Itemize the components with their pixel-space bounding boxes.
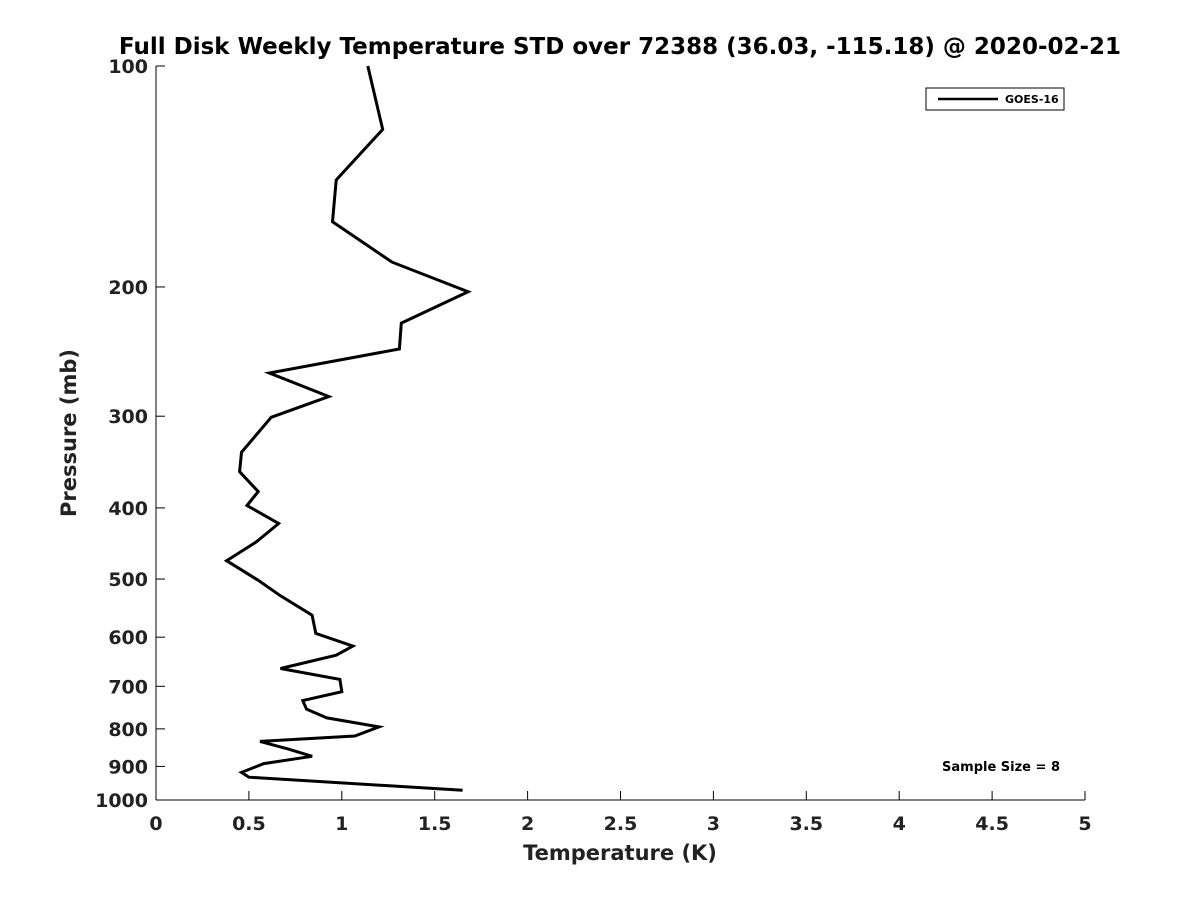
chart-title: Full Disk Weekly Temperature STD over 72…: [119, 34, 1121, 60]
x-tick-label: 3.5: [789, 813, 823, 835]
x-tick-label: 2: [521, 813, 534, 835]
x-tick-label: 0.5: [232, 813, 266, 835]
y-tick-label: 800: [108, 719, 148, 741]
series-line-goes-16: [223, 65, 472, 792]
y-axis-ticks: 100 200 300 400 500 600 700 800 900 1000: [95, 56, 165, 812]
x-tick-label: 0: [149, 813, 162, 835]
plot-frame: [155, 66, 1085, 801]
y-tick-label: 900: [108, 756, 148, 778]
series-layer: [223, 65, 472, 792]
x-tick-label: 4: [893, 813, 906, 835]
x-tick-label: 1: [335, 813, 348, 835]
legend-label-goes-16: GOES-16: [1005, 93, 1059, 106]
x-tick-label: 3: [707, 813, 720, 835]
y-tick-label: 200: [108, 277, 148, 299]
y-tick-label: 300: [108, 406, 148, 428]
y-tick-label: 700: [108, 676, 148, 698]
legend: GOES-16: [925, 87, 1065, 111]
sample-size-annotation: Sample Size = 8: [942, 760, 1060, 775]
x-tick-label: 4.5: [975, 813, 1009, 835]
y-axis-label: Pressure (mb): [57, 349, 81, 517]
x-tick-label: 1.5: [418, 813, 452, 835]
x-axis-label: Temperature (K): [523, 841, 717, 865]
y-tick-label: 400: [108, 498, 148, 520]
y-tick-label: 500: [108, 569, 148, 591]
y-tick-label: 100: [108, 56, 148, 78]
y-tick-label: 600: [108, 627, 148, 649]
y-tick-label: 1000: [95, 790, 148, 812]
x-axis-ticks: 0 0.5 1 1.5 2 2.5 3 3.5 4 4.5 5: [149, 791, 1092, 835]
x-tick-label: 5: [1078, 813, 1091, 835]
x-tick-label: 2.5: [604, 813, 638, 835]
